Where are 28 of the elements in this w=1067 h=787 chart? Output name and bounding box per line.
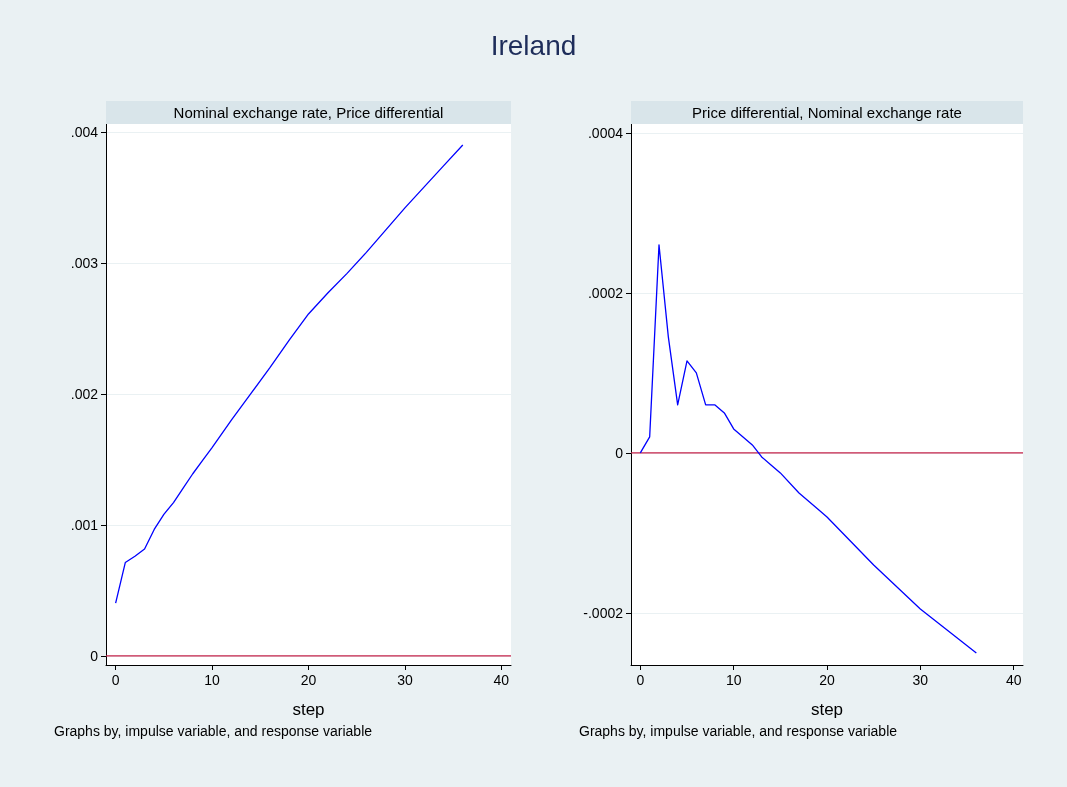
- x-tick-label: 0: [111, 672, 120, 688]
- chart-title: Ireland: [489, 30, 578, 62]
- line-series: [639, 244, 977, 654]
- x-tick-label: 40: [1005, 672, 1022, 688]
- x-tick-label: 20: [819, 672, 835, 688]
- line-series: [114, 144, 464, 604]
- y-tick-label: 0: [90, 647, 99, 664]
- y-tick-label: .001: [70, 516, 99, 533]
- x-tick-label: 0: [636, 672, 645, 688]
- text: Graphs by, impulse variable, and response variable: [579, 723, 898, 739]
- x-tick-label: 30: [397, 672, 413, 688]
- y-tick-label: .0004: [587, 124, 624, 141]
- y-tick-label: 0: [615, 444, 624, 461]
- x-axis-title: step: [292, 700, 325, 719]
- x-tick-label: 30: [912, 672, 929, 688]
- text: Graphs by, impulse variable, and response variable: [54, 723, 373, 739]
- y-tick-label: .0002: [587, 284, 624, 301]
- x-tick-label: 10: [725, 672, 742, 688]
- x-tick-label: 20: [300, 672, 317, 688]
- chart-subtitle: Price differential, Nominal exchange rate: [631, 101, 1023, 124]
- x-axis-title: step: [810, 700, 844, 719]
- y-tick-label: -.0002: [583, 604, 624, 621]
- y-tick-label: .003: [70, 254, 99, 271]
- y-tick-label: .004: [70, 123, 99, 140]
- y-tick-label: .002: [70, 385, 99, 402]
- x-tick-label: 40: [493, 672, 510, 688]
- chart-subtitle: Nominal exchange rate, Price differential: [106, 101, 511, 124]
- x-tick-label: 10: [204, 672, 221, 688]
